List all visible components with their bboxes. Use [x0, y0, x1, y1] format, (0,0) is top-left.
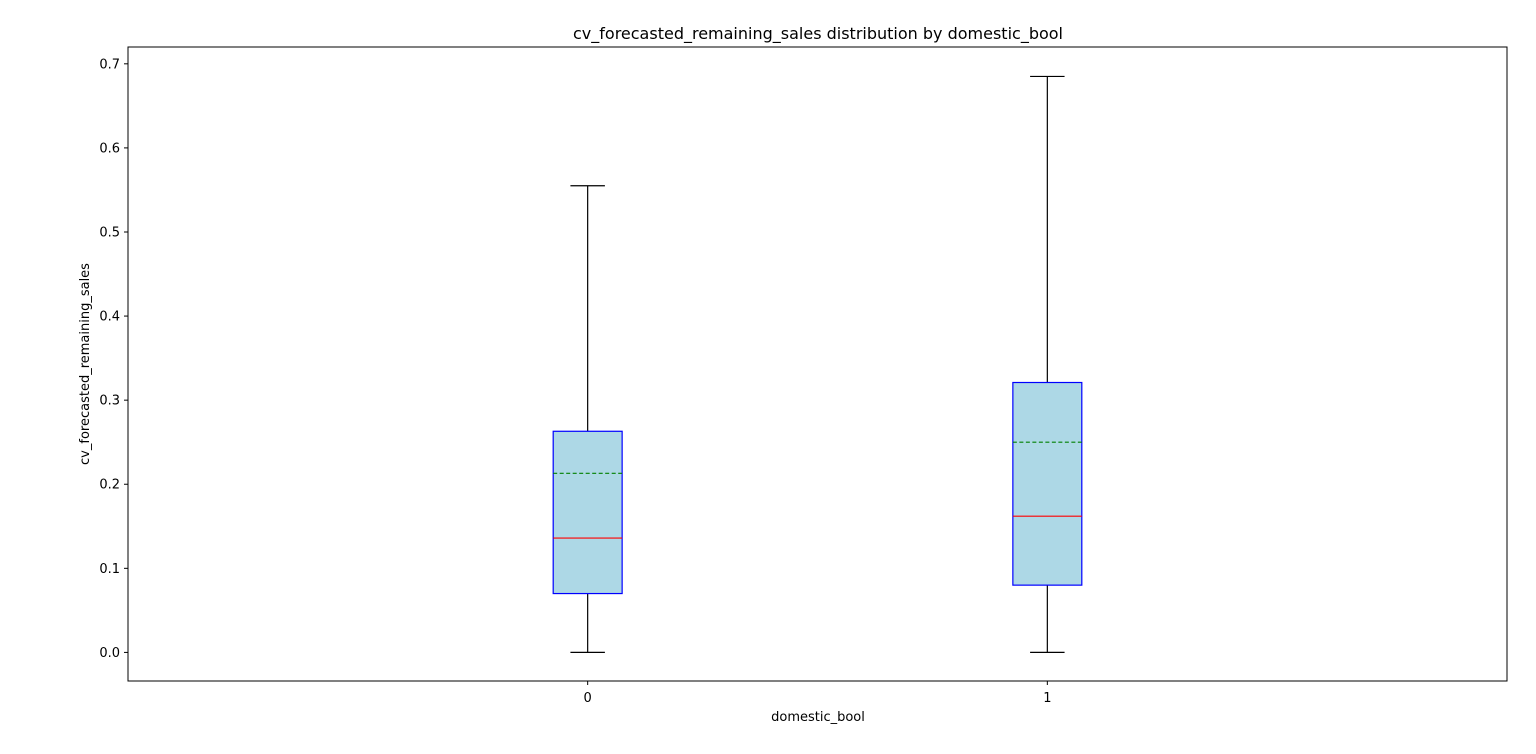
plot-frame	[127, 46, 1508, 682]
iqr-box	[1012, 381, 1083, 586]
y-tick-label: 0.3	[99, 394, 120, 409]
y-tick-label: 0.0	[99, 646, 120, 661]
box-group-1	[1012, 75, 1083, 654]
y-tick-label: 0.4	[99, 310, 120, 325]
y-tick-label: 0.7	[99, 57, 120, 72]
y-tick-label: 0.6	[99, 141, 120, 156]
y-tick-label: 0.2	[99, 478, 120, 493]
x-axis-label: domestic_bool	[771, 710, 865, 725]
iqr-box	[552, 430, 623, 595]
y-tick-label: 0.1	[99, 562, 120, 577]
x-tick-label: 0	[584, 691, 592, 706]
chart-title: cv_forecasted_remaining_sales distributi…	[573, 24, 1063, 44]
y-tick-label: 0.5	[99, 225, 120, 240]
y-axis-label: cv_forecasted_remaining_sales	[78, 263, 93, 465]
x-tick-label: 1	[1043, 691, 1051, 706]
y-axis: 0.0 0.1 0.2 0.3 0.4 0.5 0.6 0.7	[99, 57, 128, 661]
box-group-0	[552, 185, 623, 654]
plot-area	[552, 75, 1083, 654]
